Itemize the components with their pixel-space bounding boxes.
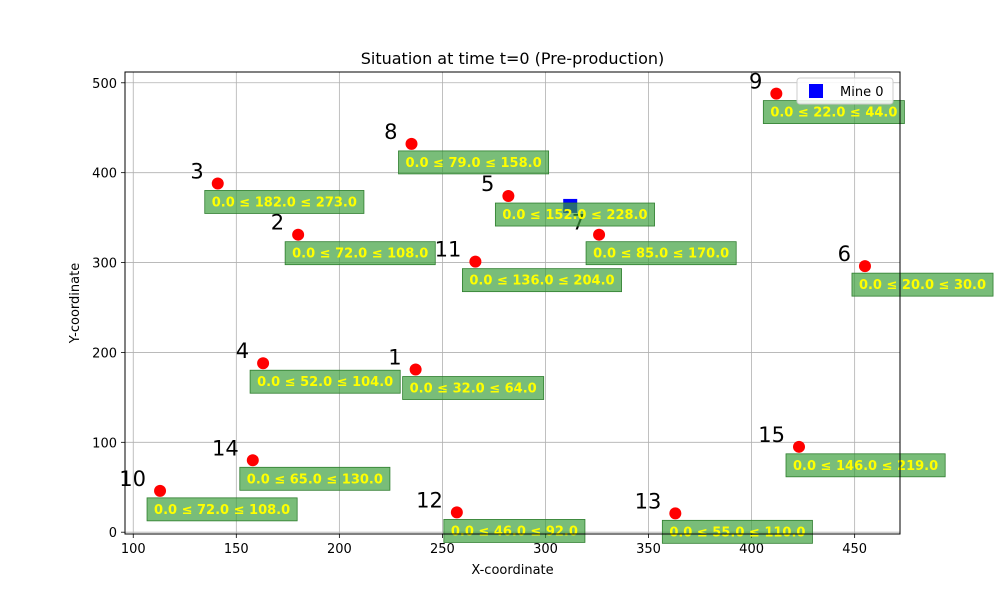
point-id-label: 2 bbox=[271, 211, 284, 235]
x-tick-label: 400 bbox=[739, 542, 764, 557]
point-marker bbox=[246, 454, 259, 467]
point-marker bbox=[502, 190, 515, 203]
range-label-text: 0.0 ≤ 20.0 ≤ 30.0 bbox=[859, 278, 986, 293]
range-label: 0.0 ≤ 182.0 ≤ 273.0 bbox=[204, 190, 365, 214]
point-marker bbox=[154, 484, 167, 497]
range-label-box bbox=[443, 519, 586, 543]
x-tick-label: 200 bbox=[327, 542, 352, 557]
range-label-text: 0.0 ≤ 85.0 ≤ 170.0 bbox=[593, 247, 729, 262]
range-label: 0.0 ≤ 85.0 ≤ 170.0 bbox=[585, 241, 737, 266]
point-id-label: 9 bbox=[749, 70, 762, 94]
range-label-box bbox=[284, 241, 436, 266]
range-label-text: 0.0 ≤ 65.0 ≤ 130.0 bbox=[247, 472, 383, 487]
point-id-label: 15 bbox=[758, 423, 785, 447]
range-label-box bbox=[851, 272, 994, 297]
y-tick-label: 500 bbox=[92, 77, 117, 92]
plot-frame bbox=[124, 71, 901, 535]
x-tick-label: 150 bbox=[224, 542, 249, 557]
point-id-label: 10 bbox=[119, 467, 146, 491]
range-label-text: 0.0 ≤ 136.0 ≤ 204.0 bbox=[469, 274, 614, 289]
x-tick-label: 100 bbox=[121, 542, 146, 557]
range-labels: 0.0 ≤ 32.0 ≤ 64.0 0.0 ≤ 72.0 ≤ 108.0 0.0 ≤… bbox=[146, 100, 994, 544]
x-tick-label: 250 bbox=[430, 542, 455, 557]
range-label-box bbox=[461, 268, 622, 293]
x-tick-label: 300 bbox=[533, 542, 558, 557]
range-label: 0.0 ≤ 72.0 ≤ 108.0 bbox=[284, 241, 436, 266]
point-marker bbox=[669, 507, 682, 520]
legend-marker bbox=[809, 84, 823, 98]
range-label: 0.0 ≤ 146.0 ≤ 219.0 bbox=[785, 453, 946, 478]
range-label: 0.0 ≤ 136.0 ≤ 204.0 bbox=[461, 268, 622, 293]
range-label-box bbox=[249, 369, 401, 394]
range-label-text: 0.0 ≤ 146.0 ≤ 219.0 bbox=[793, 459, 938, 474]
x-tick-label: 350 bbox=[636, 542, 661, 557]
point-marker bbox=[211, 177, 224, 190]
y-axis-title: Y-coordinate bbox=[68, 263, 83, 344]
range-label: 0.0 ≤ 65.0 ≤ 130.0 bbox=[239, 466, 391, 491]
legend: Mine 0 bbox=[796, 77, 894, 105]
range-label: 0.0 ≤ 20.0 ≤ 30.0 bbox=[851, 272, 994, 297]
y-tick-label: 400 bbox=[92, 167, 117, 182]
data-points: 123456789101112131415 bbox=[119, 70, 871, 520]
y-tick-label: 300 bbox=[92, 257, 117, 272]
point-id-label: 6 bbox=[838, 242, 851, 266]
y-tick-label: 200 bbox=[92, 346, 117, 361]
range-label-box bbox=[494, 202, 655, 227]
point-marker bbox=[257, 357, 270, 370]
range-label-text: 0.0 ≤ 46.0 ≤ 92.0 bbox=[451, 524, 578, 539]
range-label: 0.0 ≤ 46.0 ≤ 92.0 bbox=[443, 519, 586, 543]
range-label-text: 0.0 ≤ 55.0 ≤ 110.0 bbox=[669, 525, 805, 540]
point-id-label: 1 bbox=[388, 346, 401, 370]
point-marker bbox=[770, 87, 783, 100]
range-label-box bbox=[585, 241, 737, 266]
point-id-label: 11 bbox=[435, 238, 462, 262]
range-label-text: 0.0 ≤ 72.0 ≤ 108.0 bbox=[154, 503, 290, 518]
range-label-text: 0.0 ≤ 32.0 ≤ 64.0 bbox=[410, 382, 537, 397]
range-label: 0.0 ≤ 152.0 ≤ 228.0 bbox=[494, 202, 655, 227]
range-label-box bbox=[398, 150, 550, 175]
x-tick-label: 450 bbox=[842, 542, 867, 557]
point-marker bbox=[858, 260, 871, 273]
point-id-label: 4 bbox=[236, 339, 249, 363]
y-tick-label: 100 bbox=[92, 436, 117, 451]
range-label: 0.0 ≤ 32.0 ≤ 64.0 bbox=[402, 376, 545, 400]
range-label: 0.0 ≤ 55.0 ≤ 110.0 bbox=[661, 519, 813, 544]
range-label-box bbox=[204, 190, 365, 214]
range-label-text: 0.0 ≤ 182.0 ≤ 273.0 bbox=[212, 195, 357, 210]
point-marker bbox=[469, 255, 482, 268]
y-tick-label: 0 bbox=[109, 526, 117, 541]
range-label: 0.0 ≤ 79.0 ≤ 158.0 bbox=[398, 150, 550, 175]
axis-ticks: 100 150 200 250 300 350 400 450 0 100 200 300 400 500 bbox=[92, 77, 867, 557]
range-label-text: 0.0 ≤ 52.0 ≤ 104.0 bbox=[257, 375, 393, 390]
point-marker bbox=[793, 440, 806, 453]
x-axis-title: X-coordinate bbox=[471, 563, 553, 578]
grid bbox=[125, 72, 900, 534]
point-marker bbox=[405, 137, 418, 150]
range-label-text: 0.0 ≤ 22.0 ≤ 44.0 bbox=[770, 106, 897, 121]
point-marker bbox=[292, 228, 305, 241]
point-id-label: 13 bbox=[635, 489, 662, 513]
point-marker bbox=[409, 363, 422, 376]
range-label-box bbox=[785, 453, 946, 478]
point-id-label: 3 bbox=[190, 159, 203, 183]
range-label: 0.0 ≤ 72.0 ≤ 108.0 bbox=[146, 497, 298, 522]
point-marker bbox=[593, 228, 606, 241]
point-id-label: 14 bbox=[212, 436, 239, 460]
point-marker bbox=[450, 506, 463, 519]
range-label-text: 0.0 ≤ 72.0 ≤ 108.0 bbox=[292, 247, 428, 262]
range-label-text: 0.0 ≤ 152.0 ≤ 228.0 bbox=[502, 208, 647, 223]
range-label-box bbox=[146, 497, 298, 522]
range-label: 0.0 ≤ 22.0 ≤ 44.0 bbox=[762, 100, 905, 124]
point-id-label: 5 bbox=[481, 172, 494, 196]
range-label-text: 0.0 ≤ 79.0 ≤ 158.0 bbox=[406, 156, 542, 171]
legend-label: Mine 0 bbox=[840, 85, 883, 100]
range-label-box bbox=[661, 519, 813, 544]
range-label: 0.0 ≤ 52.0 ≤ 104.0 bbox=[249, 369, 401, 394]
range-label-box bbox=[402, 376, 545, 400]
range-label-box bbox=[239, 466, 391, 491]
chart-title: Situation at time t=0 (Pre-production) bbox=[361, 49, 665, 68]
point-id-label: 12 bbox=[416, 488, 443, 512]
point-id-label: 8 bbox=[384, 120, 397, 144]
